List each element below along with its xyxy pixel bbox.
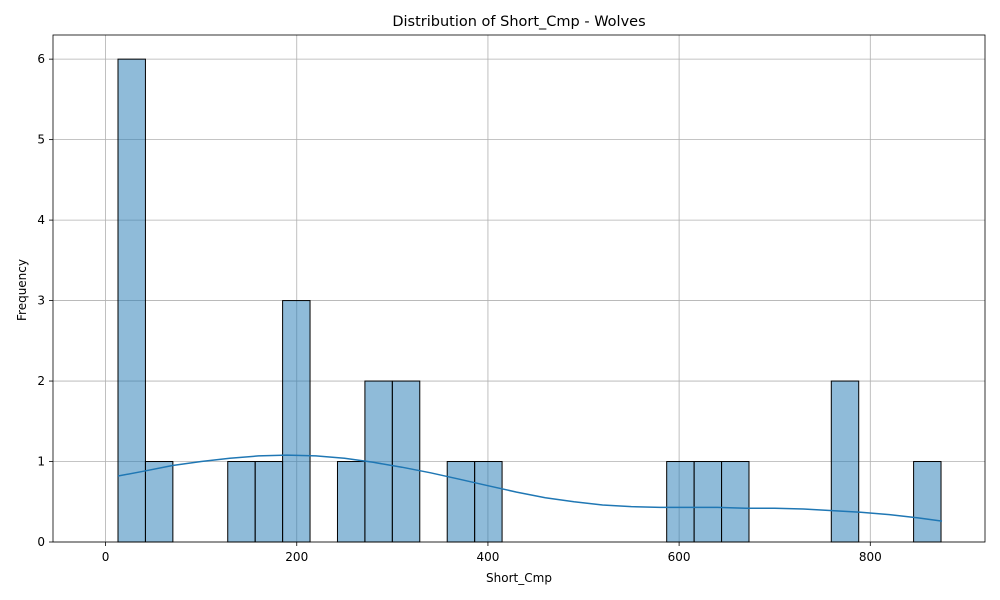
histogram-bar [227, 461, 256, 543]
histogram-bar [721, 461, 750, 543]
y-tick-label: 0 [37, 535, 45, 549]
histogram-bar [474, 461, 503, 543]
histogram-bar [391, 380, 421, 543]
histogram-bar [666, 461, 695, 543]
chart-title: Distribution of Short_Cmp - Wolves [392, 14, 645, 30]
histogram-bar [830, 380, 860, 543]
histogram-bar [693, 461, 723, 543]
y-tick-label: 4 [37, 213, 45, 227]
y-tick-label: 1 [37, 455, 45, 469]
plot-frame [52, 34, 986, 543]
histogram-bar [117, 58, 146, 543]
histogram-bar [144, 461, 174, 543]
histogram-bars [117, 58, 942, 543]
x-tick-label: 0 [102, 550, 110, 564]
y-tick-label: 5 [37, 133, 45, 147]
histogram-bar [254, 461, 284, 543]
y-tick-label: 6 [37, 52, 45, 66]
y-axis-label: Frequency [15, 259, 29, 321]
x-tick-label: 400 [476, 550, 499, 564]
y-tick-label: 3 [37, 294, 45, 308]
x-tick-label: 600 [668, 550, 691, 564]
x-tick-label: 800 [859, 550, 882, 564]
x-axis-label: Short_Cmp [486, 571, 552, 585]
histogram-bar [336, 461, 366, 543]
histogram-bar [282, 300, 311, 543]
kde-curve [117, 454, 943, 522]
x-axis-ticks: 0 200 400 600 800 [102, 542, 882, 564]
y-tick-label: 2 [37, 374, 45, 388]
histogram-bar [446, 461, 476, 543]
x-tick-label: 200 [285, 550, 308, 564]
histogram-bar [913, 461, 942, 543]
y-axis-ticks: 0 1 2 3 4 5 6 [37, 52, 53, 549]
